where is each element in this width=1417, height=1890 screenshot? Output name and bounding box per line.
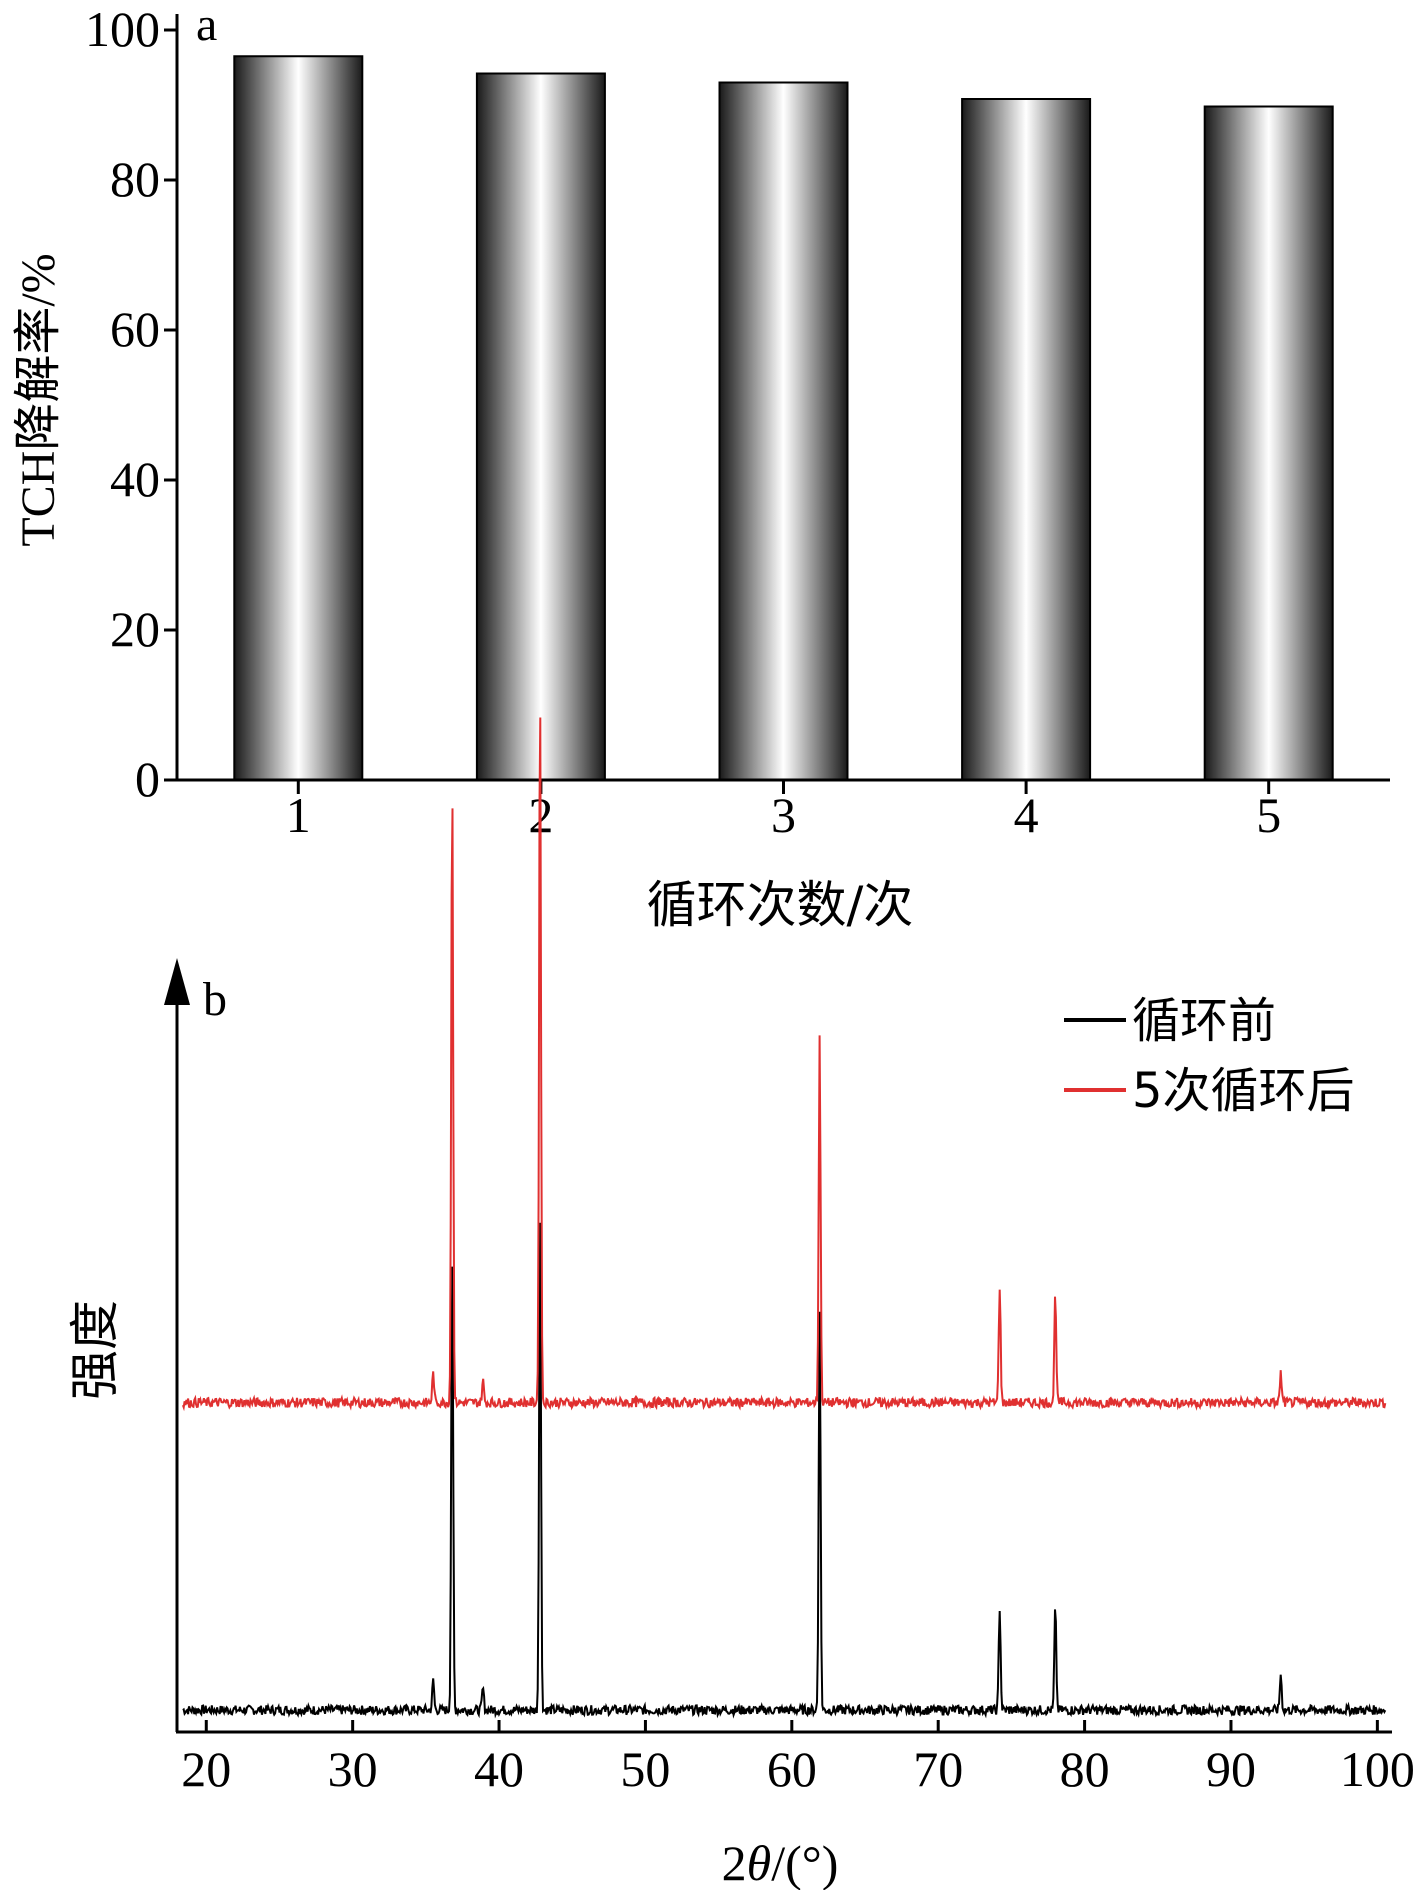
x-tick-label: 3 (771, 787, 796, 843)
x-axis-label-suffix: /(°) (771, 1835, 838, 1890)
panel-a-label: a (196, 0, 217, 51)
bar-5 (1203, 105, 1334, 781)
bar-1 (233, 55, 364, 781)
panel-b-label: b (203, 973, 227, 1026)
bar-3 (718, 81, 849, 781)
x-tick-label: 4 (1014, 787, 1039, 843)
y-axis-label: TCH降解率/% (12, 253, 65, 546)
x-axis-label: 循环次数/次 (647, 876, 914, 934)
x-tick-label: 20 (181, 1741, 231, 1797)
y-tick-label: 0 (135, 751, 160, 807)
x-tick-label: 90 (1206, 1741, 1256, 1797)
x-tick-label: 40 (474, 1741, 524, 1797)
y-tick-label: 60 (110, 301, 160, 357)
x-tick-label: 70 (913, 1741, 963, 1797)
legend-label-before: 循环前 (1132, 993, 1276, 1049)
series-group (181, 717, 1387, 1719)
legend: 循环前 5次循环后 (1064, 993, 1355, 1119)
y-tick-label: 100 (85, 1, 160, 57)
series-line-0 (182, 1222, 1387, 1719)
bar-2 (475, 72, 606, 781)
bar-4 (961, 98, 1092, 781)
panel-b: b 20 30 40 50 60 70 80 90 100 循环前 5次循环后 2θ/(°) 强… (66, 717, 1415, 1890)
y-axis-arrow (164, 958, 190, 1005)
x-axis-label-symbol: θ (747, 1835, 772, 1890)
y-tick-label: 40 (110, 451, 160, 507)
legend-label-after: 5次循环后 (1132, 1063, 1355, 1119)
y-axis-label: 强度 (66, 1300, 124, 1400)
x-tick-label: 5 (1256, 787, 1281, 843)
x-tick-label: 80 (1060, 1741, 1110, 1797)
bars-group (233, 55, 1334, 781)
series-line-1 (181, 717, 1387, 1412)
x-tick-label: 1 (286, 787, 311, 843)
x-ticks: 20 30 40 50 60 70 80 90 100 (181, 1720, 1415, 1797)
x-tick-label: 100 (1340, 1741, 1415, 1797)
x-axis-label: 2θ/(°) (722, 1835, 839, 1890)
x-tick-label: 60 (767, 1741, 817, 1797)
x-axis-label-prefix: 2 (722, 1835, 747, 1890)
y-tick-label: 20 (110, 601, 160, 657)
x-tick-label: 30 (328, 1741, 378, 1797)
y-tick-label: 80 (110, 151, 160, 207)
x-tick-label: 50 (620, 1741, 670, 1797)
y-ticks: 0 20 40 60 80 100 (85, 1, 177, 807)
